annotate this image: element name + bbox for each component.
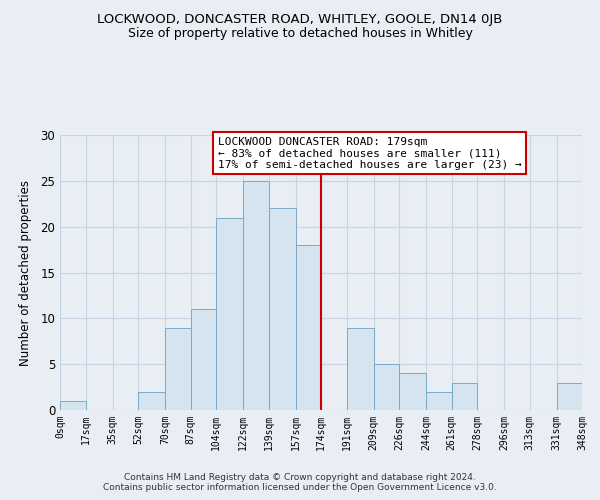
Text: Contains HM Land Registry data © Crown copyright and database right 2024.
Contai: Contains HM Land Registry data © Crown c… [103, 473, 497, 492]
Bar [399, 374, 426, 410]
Bar [191, 309, 216, 410]
Bar [269, 208, 296, 410]
Bar [138, 392, 165, 410]
Bar [557, 382, 582, 410]
Bar [347, 328, 373, 410]
Bar [216, 218, 243, 410]
Text: LOCKWOOD DONCASTER ROAD: 179sqm
← 83% of detached houses are smaller (111)
17% o: LOCKWOOD DONCASTER ROAD: 179sqm ← 83% of… [218, 137, 521, 170]
Bar [452, 382, 477, 410]
Bar [60, 401, 86, 410]
Bar [165, 328, 191, 410]
Text: LOCKWOOD, DONCASTER ROAD, WHITLEY, GOOLE, DN14 0JB: LOCKWOOD, DONCASTER ROAD, WHITLEY, GOOLE… [97, 12, 503, 26]
Bar [243, 181, 269, 410]
Text: Size of property relative to detached houses in Whitley: Size of property relative to detached ho… [128, 28, 472, 40]
Bar [296, 245, 321, 410]
Y-axis label: Number of detached properties: Number of detached properties [19, 180, 32, 366]
Bar [426, 392, 452, 410]
Bar [373, 364, 399, 410]
